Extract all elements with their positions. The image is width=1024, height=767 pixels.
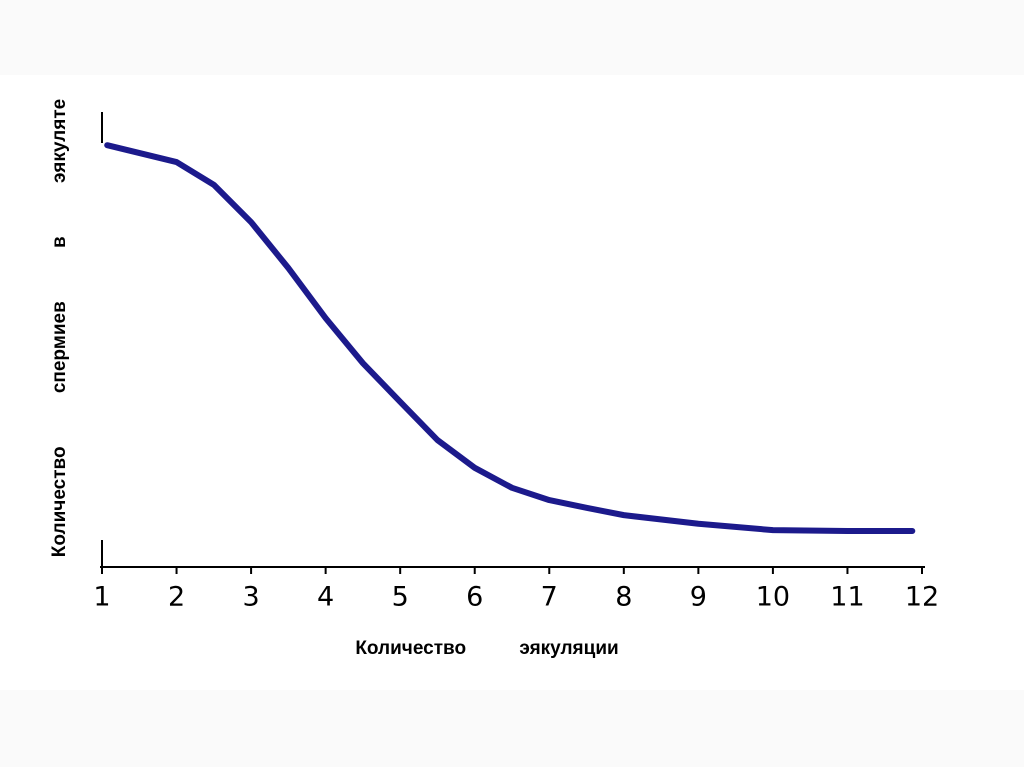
y-axis-label: Количество спермиев в эякуляте (49, 99, 70, 557)
x-tick-label: 6 (466, 582, 483, 613)
x-tick-label: 3 (242, 582, 259, 613)
x-tick-label: 2 (168, 582, 185, 613)
x-tick-label: 5 (392, 582, 409, 613)
x-tick-label: 1 (93, 582, 110, 613)
x-axis-label: Количество эякуляции (355, 638, 618, 659)
x-tick-label: 11 (830, 582, 864, 613)
data-line (104, 142, 916, 535)
x-tick-label: 12 (905, 582, 939, 613)
x-tick-label: 9 (690, 582, 707, 613)
slide-area (0, 75, 1024, 690)
x-tick-label: 4 (317, 582, 334, 613)
x-tick-label: 10 (756, 582, 790, 613)
x-tick-label: 8 (615, 582, 632, 613)
x-tick-label: 7 (541, 582, 558, 613)
